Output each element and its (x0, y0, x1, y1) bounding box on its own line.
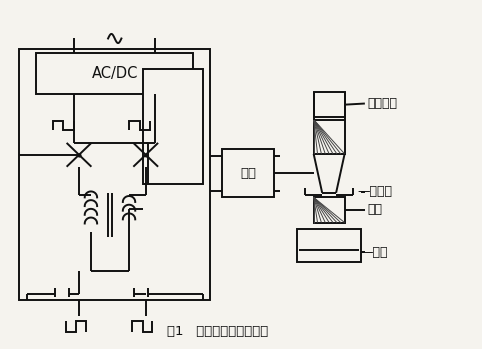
Text: 匹配: 匹配 (240, 167, 256, 180)
Text: AC/DC: AC/DC (92, 66, 138, 81)
Text: —砥座: —砥座 (360, 246, 388, 259)
Bar (19, 49, 210, 300)
Text: —静压力: —静压力 (358, 185, 393, 198)
Bar (314, 120, 345, 154)
Bar (314, 92, 345, 117)
Bar (143, 69, 203, 184)
Text: 声学系统: 声学系统 (367, 97, 397, 110)
Bar (314, 198, 345, 223)
Text: 图1   超声波塑料焊机结构: 图1 超声波塑料焊机结构 (167, 325, 268, 338)
Text: 焊件: 焊件 (367, 203, 382, 216)
Bar (36, 53, 193, 94)
Bar (297, 229, 362, 261)
Bar (222, 149, 274, 198)
